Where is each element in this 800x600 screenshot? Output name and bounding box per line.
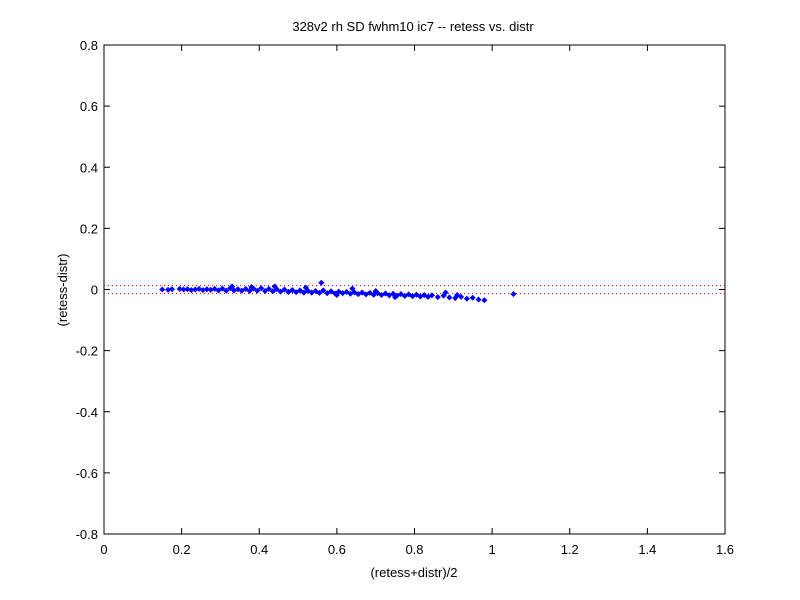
y-axis-label: (retess-distr) xyxy=(55,254,70,327)
x-axis-label: (retess+distr)/2 xyxy=(370,565,457,580)
data-point-29 xyxy=(277,288,284,295)
data-point-32 xyxy=(289,287,296,294)
y-tick-label-4: 0 xyxy=(91,283,98,298)
data-point-26 xyxy=(265,285,272,292)
data-point-21 xyxy=(246,288,253,295)
data-point-35 xyxy=(300,289,307,296)
data-point-19 xyxy=(238,287,245,294)
data-point-83 xyxy=(248,284,255,291)
x-tick-label-3: 0.6 xyxy=(328,542,346,557)
data-point-39 xyxy=(316,289,323,296)
y-tick-label-6: -0.4 xyxy=(76,405,98,420)
data-point-5 xyxy=(184,286,191,293)
x-tick-labels: 0 0.2 0.4 0.6 0.8 1 1.2 1.4 1.6 xyxy=(100,542,734,557)
chart-title: 328v2 rh SD fwhm10 ic7 -- retess vs. dis… xyxy=(292,19,534,34)
data-point-41 xyxy=(324,290,331,297)
data-point-56 xyxy=(382,290,389,297)
y-tick-label-2: 0.4 xyxy=(80,160,98,175)
x-tick-label-7: 1.4 xyxy=(638,542,656,557)
data-point-42 xyxy=(328,288,335,295)
data-point-23 xyxy=(254,287,261,294)
data-point-10 xyxy=(203,286,210,293)
data-point-74 xyxy=(463,295,470,302)
y-tick-label-8: -0.8 xyxy=(76,527,98,542)
data-markers xyxy=(159,279,517,304)
y-tick-label-1: 0.6 xyxy=(80,99,98,114)
data-point-89 xyxy=(510,291,517,298)
y-tick-labels: 0.8 0.6 0.4 0.2 0 -0.2 -0.4 -0.6 -0.8 xyxy=(76,38,98,542)
data-point-0 xyxy=(159,286,166,293)
x-tick-label-1: 0.2 xyxy=(173,542,191,557)
x-tick-label-4: 0.8 xyxy=(405,542,423,557)
x-tick-label-5: 1 xyxy=(489,542,496,557)
data-point-88 xyxy=(454,291,461,299)
x-tick-label-8: 1.6 xyxy=(716,542,734,557)
data-point-46 xyxy=(343,288,350,295)
data-point-75 xyxy=(469,294,476,301)
data-point-2 xyxy=(168,286,175,293)
data-point-13 xyxy=(215,287,222,294)
data-point-76 xyxy=(475,296,482,303)
data-point-66 xyxy=(421,291,428,299)
data-point-64 xyxy=(413,291,420,298)
data-point-18 xyxy=(234,286,241,293)
data-point-14 xyxy=(219,285,226,292)
x-tick-label-2: 0.4 xyxy=(250,542,268,557)
y-tick-label-0: 0.8 xyxy=(80,38,98,53)
data-point-50 xyxy=(359,289,366,296)
data-point-33 xyxy=(293,289,300,296)
data-point-60 xyxy=(397,291,404,298)
data-point-15 xyxy=(223,287,230,294)
data-point-31 xyxy=(285,288,292,295)
data-point-38 xyxy=(312,288,319,295)
y-tick-label-5: -0.2 xyxy=(76,344,98,359)
data-point-20 xyxy=(242,285,249,292)
data-point-34 xyxy=(296,287,304,294)
data-point-87 xyxy=(442,289,449,296)
x-tick-label-6: 1.2 xyxy=(561,542,579,557)
data-point-81 xyxy=(349,285,356,292)
data-point-84 xyxy=(229,283,236,290)
data-point-77 xyxy=(481,297,488,304)
data-point-40 xyxy=(320,287,327,294)
data-point-62 xyxy=(405,291,412,298)
axis-ticks xyxy=(103,44,726,535)
data-point-68 xyxy=(428,292,435,299)
data-point-3 xyxy=(176,285,183,292)
data-point-71 xyxy=(446,294,453,301)
data-point-79 xyxy=(318,279,325,286)
y-tick-label-3: 0.2 xyxy=(80,221,98,236)
data-point-80 xyxy=(333,291,340,299)
data-point-30 xyxy=(281,286,288,293)
y-tick-label-7: -0.6 xyxy=(76,466,98,481)
data-point-69 xyxy=(434,294,441,301)
data-point-24 xyxy=(258,285,265,292)
x-tick-label-0: 0 xyxy=(100,542,107,557)
data-point-86 xyxy=(392,294,399,301)
data-point-73 xyxy=(458,293,465,300)
data-point-52 xyxy=(366,289,373,296)
data-point-78 xyxy=(271,283,278,290)
data-point-25 xyxy=(262,288,269,295)
data-point-82 xyxy=(302,284,309,291)
data-point-85 xyxy=(372,288,379,295)
data-point-27 xyxy=(269,288,276,295)
